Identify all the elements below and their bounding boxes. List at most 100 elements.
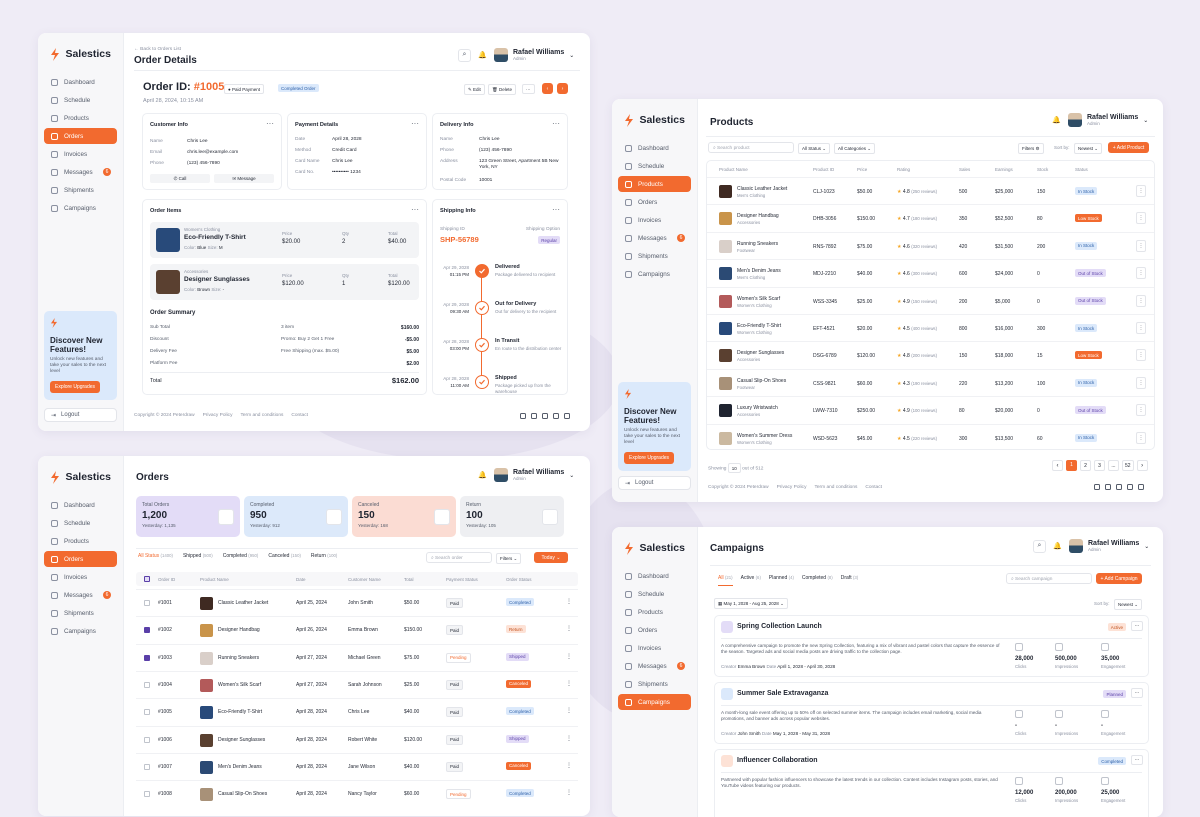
column-header[interactable]: Product Name [200, 577, 229, 582]
filters-button[interactable]: Filters ⌄ [496, 553, 522, 564]
bell-icon[interactable]: 🔔 [1050, 113, 1063, 127]
table-row[interactable]: #1006 Designer Sunglasses April 28, 2024 Ro… [136, 725, 578, 753]
page-button[interactable]: 3 [1094, 460, 1105, 471]
page-button[interactable]: 2 [1080, 460, 1091, 471]
brand-logo[interactable]: Salestics [612, 527, 697, 567]
chevron-down-icon[interactable]: ⌄ [1143, 117, 1149, 124]
avatar[interactable] [494, 48, 508, 62]
row-actions-icon[interactable]: ⋮ [566, 708, 572, 715]
prev-page-button[interactable]: ‹ [1052, 460, 1063, 471]
instagram-icon[interactable] [1116, 484, 1122, 490]
row-actions-icon[interactable]: ⋮ [566, 626, 572, 633]
column-header[interactable]: Sales [959, 167, 971, 172]
sidebar-item-messages[interactable]: Messages 6 [44, 587, 117, 603]
row-actions-icon[interactable]: ⋮ [1136, 185, 1146, 197]
sidebar-item-invoices[interactable]: Invoices [618, 212, 691, 228]
row-actions-icon[interactable]: ⋮ [1136, 239, 1146, 252]
row-actions-icon[interactable]: ⋮ [1136, 294, 1146, 307]
column-header[interactable]: Product Name [719, 167, 748, 172]
privacy-link[interactable]: Privacy Policy [776, 485, 807, 490]
table-row[interactable]: Designer Handbag Accessories DHB-3056 $150.… [707, 204, 1154, 231]
logout-button[interactable]: ⇥ Logout [618, 476, 691, 490]
row-checkbox[interactable] [144, 654, 150, 661]
more-icon[interactable]: ··· [1131, 688, 1143, 698]
row-actions-icon[interactable]: ⋮ [1136, 267, 1146, 280]
date-range-picker[interactable]: ▦ May 1, 2028 - Aug 25, 2028 ⌄ [714, 598, 788, 609]
column-header[interactable]: Payment Status [446, 577, 478, 582]
sidebar-item-schedule[interactable]: Schedule [44, 92, 117, 108]
table-row[interactable]: #1005 Eco-Friendly T-Shirt April 28, 2024 C… [136, 698, 578, 725]
row-actions-icon[interactable]: ⋮ [1136, 376, 1146, 389]
linkedin-icon[interactable] [1138, 484, 1144, 490]
youtube-icon[interactable] [1127, 484, 1133, 490]
sidebar-item-orders[interactable]: Orders [618, 622, 691, 638]
avatar[interactable] [1069, 539, 1083, 553]
search-icon[interactable]: ⌕ [458, 48, 471, 62]
sort-select[interactable]: Newest ⌄ [1074, 143, 1103, 154]
search-icon[interactable]: ⌕ [1033, 539, 1046, 553]
brand-logo[interactable]: Salestics [38, 456, 123, 496]
sidebar-item-products[interactable]: Products [618, 176, 691, 192]
more-icon[interactable]: ··· [552, 119, 560, 128]
tab-completed[interactable]: Completed (8) [802, 575, 833, 586]
campaign-card[interactable]: Summer Sale Extravaganza Planned ··· A mont… [714, 682, 1149, 744]
table-row[interactable]: Classic Leather Jacket Men's Clothing CLJ-… [707, 177, 1154, 204]
more-icon[interactable]: ··· [411, 119, 419, 128]
page-button[interactable]: ... [1108, 460, 1119, 471]
column-header[interactable]: Customer Name [348, 577, 381, 582]
next-order-button[interactable]: › [557, 83, 568, 94]
row-checkbox[interactable] [144, 709, 150, 716]
table-row[interactable]: Women's Silk Scarf Women's Clothing WSS-33… [707, 286, 1154, 314]
row-actions-icon[interactable]: ⋮ [566, 762, 572, 769]
brand-logo[interactable]: Salestics [38, 33, 123, 73]
row-actions-icon[interactable]: ⋮ [566, 599, 572, 605]
sort-select[interactable]: Newest ⌄ [1114, 599, 1143, 610]
terms-link[interactable]: Term and conditions [814, 485, 858, 490]
row-checkbox[interactable] [144, 681, 150, 688]
search-input[interactable]: ⌕ Search campaign [1006, 573, 1092, 584]
column-header[interactable]: Price [857, 167, 868, 172]
sidebar-item-dashboard[interactable]: Dashboard [44, 74, 117, 90]
row-checkbox[interactable] [144, 791, 150, 798]
row-checkbox[interactable] [144, 763, 150, 770]
x-icon[interactable] [531, 413, 537, 419]
sidebar-item-campaigns[interactable]: Campaigns [618, 266, 691, 282]
table-row[interactable]: Eco-Friendly T-Shirt Women's Clothing EFT-… [707, 314, 1154, 341]
tab-return[interactable]: Return (100) [311, 553, 337, 559]
sidebar-item-shipments[interactable]: Shipments [618, 676, 691, 692]
back-link[interactable]: ← Back to Orders List [134, 47, 181, 52]
sidebar-item-products[interactable]: Products [44, 533, 117, 549]
column-header[interactable]: Order ID [158, 577, 176, 582]
search-input[interactable]: ⌕ Search order [426, 552, 492, 563]
sidebar-item-orders[interactable]: Orders [44, 551, 117, 567]
sidebar-item-campaigns[interactable]: Campaigns [44, 200, 117, 216]
search-input[interactable]: ⌕ Search product [708, 142, 794, 153]
page-button[interactable]: 1 [1066, 460, 1077, 471]
today-button[interactable]: Today ⌄ [534, 552, 568, 563]
sidebar-item-shipments[interactable]: Shipments [618, 248, 691, 264]
sidebar-item-messages[interactable]: Messages 6 [618, 658, 691, 674]
column-header[interactable]: Stock [1037, 167, 1049, 172]
table-row[interactable]: Men's Denim Jeans Men's Clothing MDJ-2210 $… [707, 259, 1154, 286]
sidebar-item-messages[interactable]: Messages 6 [44, 164, 117, 180]
tab-draft[interactable]: Draft (3) [841, 575, 859, 586]
table-row[interactable]: Women's Summer Dress Women's Clothing WSD-… [707, 423, 1154, 451]
row-actions-icon[interactable]: ⋮ [566, 790, 572, 797]
bell-icon[interactable]: 🔔 [1051, 539, 1064, 553]
column-header[interactable]: Rating [897, 167, 911, 172]
table-row[interactable]: Running Sneakers Footwear RNS-7892 $75.00 42… [707, 231, 1154, 259]
row-actions-icon[interactable]: ⋮ [566, 653, 572, 660]
sidebar-item-dashboard[interactable]: Dashboard [44, 497, 117, 513]
edit-button[interactable]: ✎ Edit [464, 84, 485, 95]
sidebar-item-orders[interactable]: Orders [618, 194, 691, 210]
category-filter[interactable]: All Categories ⌄ [834, 143, 876, 154]
sidebar-item-schedule[interactable]: Schedule [618, 158, 691, 174]
more-icon[interactable]: ··· [1131, 621, 1143, 631]
row-actions-icon[interactable]: ⋮ [566, 735, 572, 742]
privacy-link[interactable]: Privacy Policy [202, 413, 233, 418]
row-actions-icon[interactable]: ⋮ [1136, 431, 1146, 444]
sidebar-item-dashboard[interactable]: Dashboard [618, 140, 691, 156]
instagram-icon[interactable] [542, 413, 548, 419]
chevron-down-icon[interactable]: ⌄ [569, 52, 575, 59]
more-icon[interactable]: ··· [411, 205, 419, 214]
